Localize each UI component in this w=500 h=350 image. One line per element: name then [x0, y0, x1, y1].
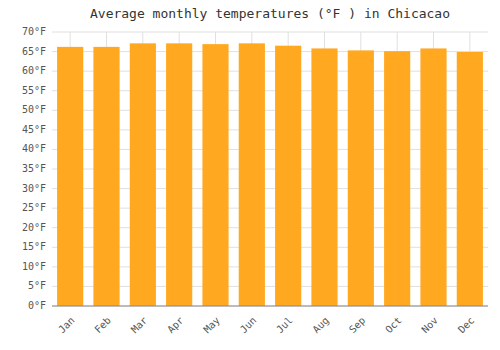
- y-tick-label: 50°F: [22, 104, 46, 115]
- chart: 0°F 5°F 10°F 15°F 20°F 25°F 30°F 35°F 40°F 45°F 50…: [0, 0, 500, 350]
- y-tick-label: 35°F: [22, 163, 46, 174]
- y-tick-label: 30°F: [22, 183, 46, 194]
- y-tick-label: 5°F: [28, 280, 46, 291]
- x-tick-label: Nov: [419, 315, 440, 336]
- x-tick-label: Feb: [92, 315, 113, 336]
- bar: [57, 47, 83, 306]
- x-tick-label: Jul: [274, 315, 295, 336]
- x-tick-label: Aug: [310, 315, 331, 336]
- x-tick-label: Jun: [238, 315, 259, 336]
- x-tick-label: Jan: [56, 315, 77, 336]
- y-tick-label: 45°F: [22, 124, 46, 135]
- bar: [239, 43, 265, 306]
- y-tick-label: 10°F: [22, 261, 46, 272]
- x-tick-label: Apr: [165, 315, 186, 336]
- y-tick-label: 25°F: [22, 202, 46, 213]
- x-tick-label: Oct: [383, 315, 404, 336]
- x-tick-label: May: [201, 315, 222, 336]
- title: Average monthly temperatures (°F ) in Ch…: [90, 6, 450, 21]
- bar: [166, 43, 192, 306]
- bar: [311, 48, 337, 306]
- y-tick-label: 70°F: [22, 26, 46, 37]
- bar: [202, 44, 228, 306]
- bars: [57, 43, 483, 306]
- y-tick-label: 40°F: [22, 143, 46, 154]
- bar: [420, 48, 446, 306]
- bar: [457, 52, 483, 306]
- bar: [130, 43, 156, 306]
- y-axis: 0°F 5°F 10°F 15°F 20°F 25°F 30°F 35°F 40°F 45°F 50…: [22, 26, 46, 311]
- bar: [275, 46, 301, 306]
- grid-line: [52, 32, 488, 33]
- grid-line: [52, 306, 488, 307]
- x-tick-label: Mar: [129, 315, 150, 336]
- y-tick-label: 20°F: [22, 222, 46, 233]
- axis-line: [52, 306, 488, 307]
- x-tick-label: Dec: [456, 315, 477, 336]
- x-axis: Jan Feb Mar Apr May Jun Jul Aug Sep Oct Nov Dec: [52, 306, 488, 335]
- bar: [384, 51, 410, 306]
- y-tick-label: 15°F: [22, 241, 46, 252]
- y-tick-label: 60°F: [22, 65, 46, 76]
- y-tick-label: 55°F: [22, 85, 46, 96]
- chart-container: 0°F 5°F 10°F 15°F 20°F 25°F 30°F 35°F 40°F 45°F 50…: [0, 0, 500, 350]
- bar: [93, 47, 119, 306]
- x-tick-label: Sep: [347, 315, 368, 336]
- bar: [348, 50, 374, 306]
- y-tick-label: 0°F: [28, 300, 46, 311]
- grid: [52, 32, 488, 306]
- y-tick-label: 65°F: [22, 46, 46, 57]
